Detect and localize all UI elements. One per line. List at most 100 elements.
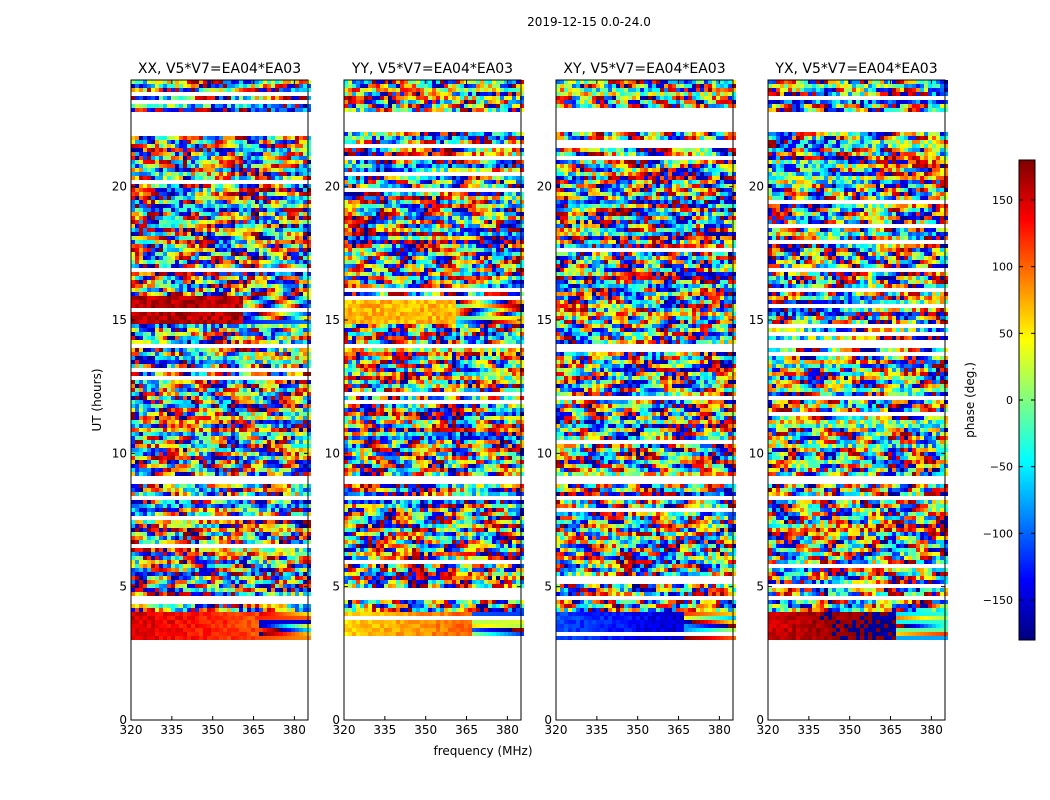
heatmap-cell [299,560,303,564]
heatmap-cell [139,216,143,220]
heatmap-cell [171,80,175,84]
heatmap-cell [151,356,155,360]
heatmap-cell [247,160,251,164]
heatmap-cell [187,288,191,292]
heatmap-cell [243,224,247,228]
heatmap-cell [131,404,135,408]
heatmap-cell [143,392,147,396]
heatmap-cell [291,408,295,412]
heatmap-cell [219,348,223,352]
heatmap-cell [303,208,307,212]
heatmap-cell [219,168,223,172]
heatmap-cell [139,320,143,324]
heatmap-cell [191,88,195,92]
heatmap-cell [199,392,203,396]
heatmap-cell [215,324,219,328]
heatmap-cell [175,564,179,568]
heatmap-cell [279,156,283,160]
heatmap-cell [291,512,295,516]
heatmap-cell [231,300,235,304]
heatmap-cell [299,460,303,464]
heatmap-cell [303,164,307,168]
heatmap-cell [307,328,311,332]
heatmap-cell [283,148,287,152]
heatmap-cell [299,216,303,220]
heatmap-cell [259,192,263,196]
heatmap-cell [239,592,243,596]
heatmap-cell [139,408,143,412]
heatmap-cell [255,172,259,176]
heatmap-cell [155,264,159,268]
heatmap-cell [179,364,183,368]
heatmap-cell [231,324,235,328]
heatmap-cell [147,440,151,444]
heatmap-cell [151,388,155,392]
heatmap-cell [219,320,223,324]
heatmap-cell [255,348,259,352]
heatmap-cell [255,564,259,568]
heatmap-cell [131,540,135,544]
heatmap-cell [207,276,211,280]
heatmap-cell [135,212,139,216]
heatmap-cell [307,356,311,360]
heatmap-cell [235,504,239,508]
heatmap-cell [243,440,247,444]
heatmap-cell [259,360,263,364]
heatmap-cell [203,540,207,544]
heatmap-cell [263,304,267,308]
heatmap-cell [263,560,267,564]
heatmap-cell [227,104,231,108]
heatmap-cell [279,352,283,356]
heatmap-cell [131,320,135,324]
heatmap-cell [279,88,283,92]
heatmap-cell [139,464,143,468]
heatmap-cell [215,216,219,220]
heatmap-cell [215,256,219,260]
heatmap-cell [291,164,295,168]
heatmap-cell [207,204,211,208]
heatmap-cell [215,500,219,504]
heatmap-cell [151,444,155,448]
heatmap-cell [207,548,211,552]
heatmap-cell [279,492,283,496]
heatmap-cell [275,256,279,260]
heatmap-cell [263,472,267,476]
heatmap-cell [223,168,227,172]
heatmap-cell [163,200,167,204]
heatmap-cell [243,504,247,508]
heatmap-cell [239,164,243,168]
heatmap-cell [251,456,255,460]
heatmap-cell [131,204,135,208]
heatmap-cell [135,216,139,220]
heatmap-cell [191,140,195,144]
heatmap-cell [267,276,271,280]
heatmap-cell [251,84,255,88]
heatmap-cell [251,316,255,320]
heatmap-cell [291,296,295,300]
heatmap-cell [191,220,195,224]
heatmap-cell [219,408,223,412]
heatmap-cell [187,456,191,460]
heatmap-cell [231,316,235,320]
heatmap-cell [183,200,187,204]
heatmap-cell [135,168,139,172]
heatmap-cell [287,176,291,180]
heatmap-cell [199,136,203,140]
heatmap-cell [235,204,239,208]
heatmap-cell [199,576,203,580]
heatmap-cell [299,568,303,572]
heatmap-cell [195,460,199,464]
heatmap-cell [275,456,279,460]
heatmap-cell [183,392,187,396]
heatmap-cell [235,388,239,392]
heatmap-cell [259,84,263,88]
heatmap-cell [259,408,263,412]
heatmap-cell [231,460,235,464]
heatmap-cell [279,408,283,412]
heatmap-cell [287,584,291,588]
heatmap-cell [227,360,231,364]
heatmap-cell [191,236,195,240]
heatmap-cell [159,520,163,524]
heatmap-cell [167,484,171,488]
heatmap-cell [211,148,215,152]
